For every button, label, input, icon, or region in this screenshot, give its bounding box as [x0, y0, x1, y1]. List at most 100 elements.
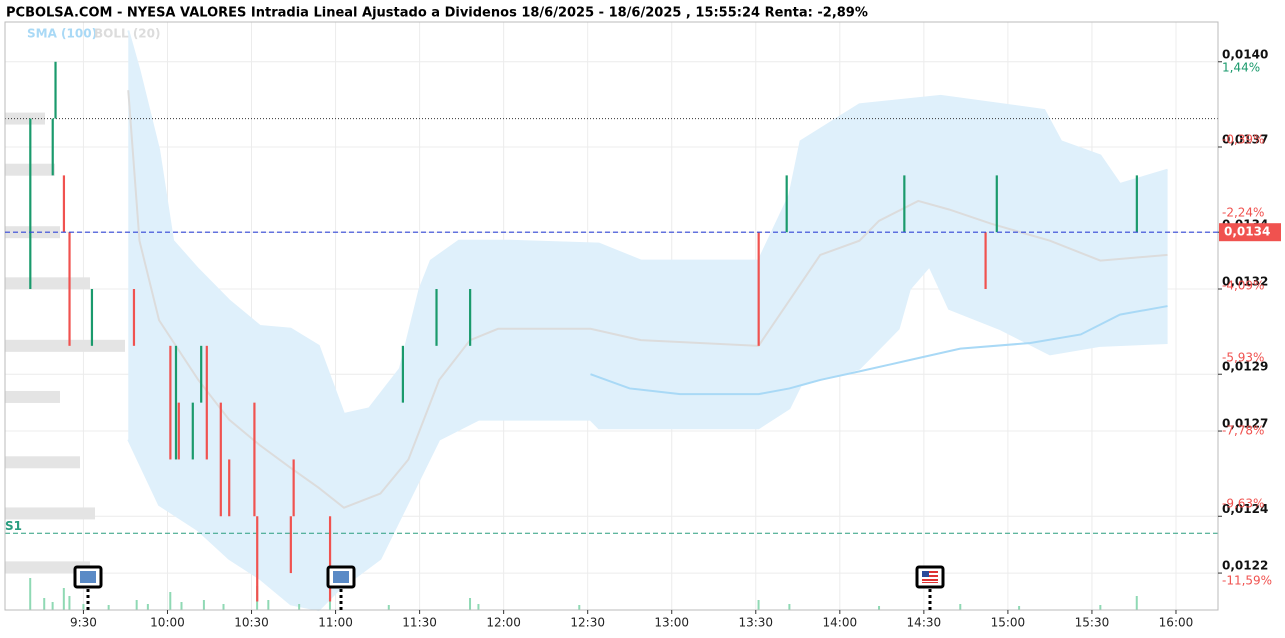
- price-bar: [200, 345, 203, 403]
- x-tick-label: 14:30: [907, 616, 942, 630]
- y-tick-label: 0,0132: [1222, 275, 1268, 289]
- chart-title: PCBOLSA.COM - NYESA VALORES Intradia Lin…: [6, 6, 868, 21]
- volume-bar: [477, 604, 480, 610]
- x-tick-label: 10:00: [150, 616, 185, 630]
- volume-bar: [43, 598, 46, 610]
- volume-bar: [146, 604, 149, 610]
- plot-area: S1: [5, 22, 1218, 612]
- volume-profile-bar: [5, 456, 80, 469]
- plot-frame: [4, 21, 1219, 611]
- price-bar: [205, 345, 208, 460]
- volume-bar: [959, 604, 962, 610]
- event-icon-us-flag: [915, 565, 945, 610]
- volume-bar: [68, 596, 71, 610]
- price-bar: [984, 232, 987, 290]
- support-label: S1: [5, 519, 22, 533]
- volume-bar: [328, 598, 331, 610]
- volume-bar: [788, 604, 791, 610]
- bollinger-band: [128, 30, 1168, 611]
- bollinger-middle: [127, 90, 1168, 509]
- x-tick-label: 12:30: [570, 616, 605, 630]
- price-bar: [29, 118, 32, 290]
- price-bar: [62, 175, 66, 233]
- price-bar: [253, 402, 256, 517]
- y-tick-label: 0,0127: [1222, 417, 1268, 431]
- volume-bar: [1135, 596, 1138, 610]
- price-bar: [51, 118, 54, 176]
- volume-profile-bar: [5, 112, 45, 125]
- x-tick-label: 14:00: [823, 616, 858, 630]
- sma-line: [590, 305, 1168, 396]
- volume-bar: [267, 600, 270, 610]
- y-tick-label: 0,0129: [1222, 360, 1268, 374]
- price-bar: [785, 175, 788, 233]
- price-bar: [328, 516, 332, 602]
- y2-tick-label: -4,09%: [1222, 278, 1264, 292]
- y2-tick-label: -0,39%: [1222, 133, 1264, 147]
- y-tick-label: 0,0140: [1222, 47, 1268, 61]
- price-bar: [292, 459, 295, 517]
- volume-bar: [180, 602, 183, 610]
- volume-profile-bar: [5, 507, 95, 520]
- x-tick-label: 9:30: [70, 616, 97, 630]
- price-bar: [177, 402, 180, 460]
- volume-bar: [169, 592, 172, 610]
- volume-bar: [82, 604, 85, 610]
- y2-tick-label: 1,44%: [1222, 60, 1260, 74]
- price-bar: [435, 289, 438, 346]
- price-bar: [90, 289, 94, 346]
- volume-profile-bar: [5, 277, 90, 290]
- volume-bar: [469, 598, 472, 610]
- price-bar: [219, 402, 222, 517]
- price-bar: [903, 175, 906, 233]
- volume-profile-bar: [5, 339, 125, 352]
- x-tick-label: 11:00: [318, 616, 353, 630]
- y-tick-label: 0,0122: [1222, 559, 1268, 573]
- bollinger-lower: [127, 264, 1168, 612]
- x-tick-label: 12:00: [486, 616, 521, 630]
- x-tick-label: 10:30: [234, 616, 269, 630]
- y-tick-label: 0,0124: [1222, 502, 1268, 516]
- volume-bar: [757, 600, 760, 610]
- event-icon: [73, 565, 103, 610]
- price-bar: [401, 345, 404, 403]
- price-bar: [191, 402, 194, 460]
- y-tick-label: 0,0137: [1222, 132, 1268, 146]
- volume-bar: [51, 602, 54, 610]
- x-tick-label: 15:30: [1075, 616, 1110, 630]
- y2-tick-label: -11,59%: [1222, 574, 1272, 588]
- volume-bar: [1018, 606, 1021, 610]
- price-bar: [132, 289, 136, 346]
- volume-bar: [202, 600, 205, 610]
- x-tick-label: 11:30: [402, 616, 437, 630]
- volume-bar: [387, 605, 390, 610]
- price-bar: [174, 345, 178, 460]
- x-tick-label: 13:00: [654, 616, 689, 630]
- volume-bar: [62, 588, 65, 610]
- price-bar: [1135, 175, 1138, 233]
- price-bar: [757, 232, 760, 346]
- price-bar: [169, 345, 172, 460]
- legend-entry: SMA (100): [27, 27, 97, 41]
- volume-profile-bar: [5, 561, 90, 574]
- volume-bar: [1099, 605, 1102, 610]
- volume-bar: [107, 605, 110, 610]
- last-price-box: [1219, 223, 1281, 242]
- x-tick-label: 15:00: [991, 616, 1026, 630]
- price-bar: [54, 61, 57, 119]
- price-bar: [995, 175, 998, 233]
- bollinger-upper: [127, 30, 1168, 416]
- volume-bar: [878, 606, 881, 610]
- legend-entry: BOLL (20): [94, 27, 161, 41]
- volume-bar: [578, 605, 581, 610]
- y2-tick-label: -2,24%: [1222, 205, 1264, 219]
- price-bar: [469, 289, 472, 346]
- event-icon: [326, 565, 356, 610]
- price-bar: [256, 516, 259, 602]
- volume-bar: [135, 600, 138, 610]
- volume-bar: [222, 604, 225, 610]
- y2-tick-label: -9,63%: [1222, 496, 1264, 510]
- volume-bar: [298, 604, 301, 610]
- price-bar: [289, 516, 292, 574]
